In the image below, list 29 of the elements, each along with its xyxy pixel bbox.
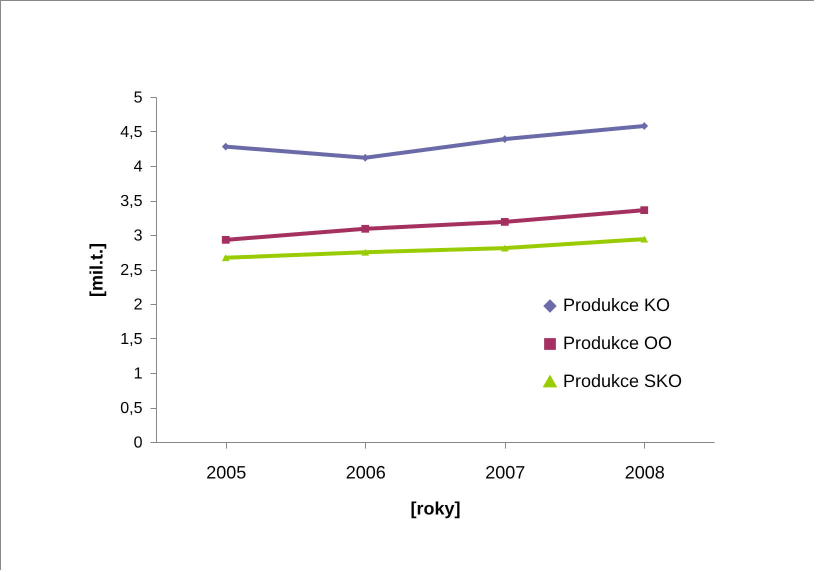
y-tick-label: 3: [134, 228, 143, 244]
point: [361, 224, 370, 233]
line-series: [222, 236, 648, 262]
x-tick-label: 2006: [346, 462, 386, 482]
x-tick-label: 2008: [624, 462, 665, 482]
y-tick-label: 2: [134, 296, 143, 314]
y-axis-title: [mil.t.]: [86, 243, 106, 297]
y-tick-label: 3,5: [120, 193, 143, 210]
point: [640, 206, 648, 214]
y-tick-label: 5: [134, 90, 143, 106]
point: [222, 254, 230, 262]
point: [361, 248, 370, 256]
point: [222, 236, 230, 244]
y-tick-label: 0: [134, 434, 143, 452]
legend-label: Produkce SKO: [563, 371, 682, 391]
legend-label: Produkce KO: [563, 295, 670, 315]
x-tick-label: 2007: [485, 462, 526, 482]
y-tick-label: 1: [134, 366, 143, 382]
legend-label: Produkce OO: [563, 333, 672, 353]
x-axis-title: [roky]: [410, 498, 461, 518]
y-tick-label: 1,5: [120, 331, 143, 348]
x-tick-label: 2005: [206, 462, 246, 482]
y-tick-label: 4: [134, 158, 143, 176]
y-tick-label: 2,5: [120, 262, 143, 279]
point: [640, 236, 648, 242]
y-tick-label: 4,5: [120, 124, 143, 141]
point: [500, 218, 509, 226]
point: [500, 244, 509, 252]
y-tick-label: 0,5: [120, 400, 143, 417]
